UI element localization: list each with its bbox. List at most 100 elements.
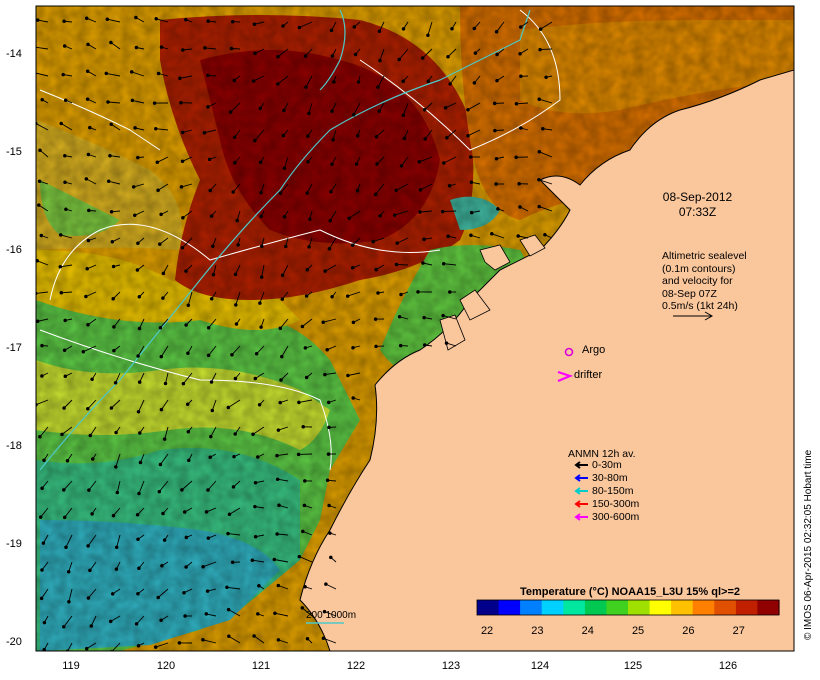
velocity-arrow-head <box>377 29 382 34</box>
velocity-arrow-head <box>230 353 234 357</box>
velocity-arrow-head <box>58 265 63 269</box>
velocity-arrow-head <box>260 244 264 249</box>
velocity-arrow-head <box>185 402 190 407</box>
y-tick: -16 <box>6 244 22 256</box>
velocity-arrow <box>207 480 217 491</box>
velocity-arrow <box>298 399 313 403</box>
velocity-arrow-head <box>332 80 336 84</box>
velocity-arrow <box>231 345 241 356</box>
velocity-arrow-head <box>108 153 112 158</box>
velocity-arrow <box>111 642 121 651</box>
velocity-arrow-head <box>258 301 262 305</box>
velocity-arrow-head <box>114 430 118 435</box>
altimetry-line: 0.5m/s (1kt 24h) <box>662 300 738 312</box>
velocity-arrow-head <box>328 219 332 223</box>
velocity-arrow-head <box>62 348 67 353</box>
velocity-arrow <box>110 615 121 622</box>
velocity-arrow-head <box>36 319 40 324</box>
velocity-arrow-head <box>179 100 183 105</box>
colorbar-swatch <box>714 600 737 615</box>
velocity-arrow-head <box>303 346 308 350</box>
velocity-arrow-head <box>233 161 237 165</box>
velocity-arrow-head <box>373 192 378 197</box>
velocity-arrow-head <box>228 110 233 114</box>
velocity-arrow-head <box>163 381 168 386</box>
velocity-arrow <box>308 102 313 114</box>
velocity-arrow-head <box>278 191 283 196</box>
velocity-arrow-head <box>322 609 327 614</box>
velocity-arrow <box>283 156 289 169</box>
velocity-arrow <box>259 291 265 304</box>
velocity-arrow-head <box>275 453 279 458</box>
altimetry-note: Altimetric sealevel (0.1m contours) and … <box>662 250 747 313</box>
colorbar-swatch <box>735 600 759 615</box>
velocity-arrow <box>181 480 193 491</box>
velocity-arrow-head <box>38 148 42 152</box>
velocity-arrow <box>252 426 265 435</box>
velocity-arrow-head <box>40 374 44 378</box>
velocity-arrow-head <box>280 273 285 278</box>
velocity-arrow-head <box>494 182 498 186</box>
velocity-arrow-head <box>159 407 164 412</box>
image-time: 07:33Z <box>678 205 717 219</box>
velocity-arrow-head <box>155 160 160 165</box>
anmn-arrow-icon <box>574 474 588 482</box>
altimetry-line: Altimetric sealevel <box>662 250 747 262</box>
colorbar-swatch <box>628 600 651 615</box>
y-tick: -15 <box>6 146 22 158</box>
velocity-arrow-head <box>401 79 405 84</box>
velocity-arrow-head <box>184 17 188 22</box>
colorbar-title: Temperature (°C) NOAA15_L3U 15% ql>=2 <box>520 586 740 598</box>
velocity-arrow-head <box>109 210 114 214</box>
velocity-arrow <box>394 210 409 216</box>
velocity-arrow <box>179 75 193 79</box>
velocity-arrow-head <box>446 54 450 59</box>
velocity-arrow-head <box>472 26 477 31</box>
drifter-marker-icon <box>557 370 574 383</box>
velocity-arrow-head <box>468 155 473 159</box>
velocity-arrow-head <box>206 488 210 492</box>
velocity-arrow-head <box>203 46 207 50</box>
velocity-arrow <box>155 642 169 648</box>
velocity-arrow <box>211 399 217 411</box>
velocity-arrow-head <box>90 512 94 516</box>
velocity-arrow-head <box>129 70 134 74</box>
velocity-arrow-head <box>426 79 431 83</box>
velocity-arrow <box>324 611 337 617</box>
velocity-arrow <box>38 204 49 212</box>
velocity-arrow-head <box>181 215 185 220</box>
velocity-arrow <box>252 559 265 563</box>
velocity-arrow <box>427 21 433 36</box>
velocity-arrow-head <box>469 210 474 215</box>
velocity-arrow <box>111 399 121 409</box>
velocity-arrow-head <box>440 209 445 214</box>
velocity-arrow-head <box>374 344 378 349</box>
velocity-arrow-head <box>250 558 255 562</box>
velocity-arrow <box>160 318 169 328</box>
velocity-arrow-head <box>514 155 518 160</box>
velocity-arrow <box>230 102 241 113</box>
velocity-arrow-head <box>205 589 210 593</box>
x-tick: 124 <box>530 660 550 672</box>
velocity-arrow <box>277 48 289 58</box>
altimetry-line: (0.1m contours) <box>662 262 736 275</box>
velocity-arrow-head <box>253 480 258 485</box>
y-tick: -17 <box>6 342 22 354</box>
velocity-arrow-head <box>330 162 334 166</box>
velocity-arrow <box>540 21 553 30</box>
velocity-arrow-head <box>233 272 238 277</box>
velocity-arrow <box>36 399 49 406</box>
velocity-arrow-head <box>422 237 426 242</box>
velocity-arrow-head <box>180 245 185 250</box>
isobath-scale-label: 200 1000m <box>306 610 357 621</box>
velocity-arrow-head <box>36 18 40 22</box>
velocity-arrow-head <box>84 646 89 651</box>
reference-arrow-icon <box>673 311 714 321</box>
velocity-arrow-head <box>180 130 185 135</box>
velocity-arrow-head <box>493 128 497 133</box>
velocity-arrow-head <box>276 55 280 59</box>
velocity-arrow <box>41 588 49 599</box>
velocity-arrow <box>65 534 73 548</box>
velocity-arrow-head <box>111 296 115 301</box>
